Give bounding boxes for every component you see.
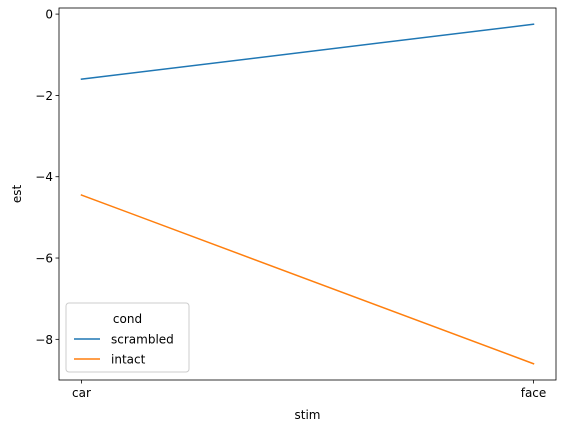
- x-axis-ticks: car face: [72, 380, 546, 400]
- y-tick-label-0: 0: [45, 8, 53, 22]
- legend-frame: [65, 302, 190, 373]
- legend-title: cond: [113, 312, 142, 326]
- y-tick-label-2: −4: [35, 170, 53, 184]
- x-axis-label: stim: [295, 408, 321, 422]
- legend-entries: scrambled intact: [74, 333, 174, 367]
- plot-frame: [58, 7, 557, 381]
- x-tick-label-face: face: [521, 386, 547, 400]
- y-tick-label-3: −6: [35, 252, 53, 266]
- legend: cond scrambled intact: [65, 302, 190, 373]
- series-line-intact: [80, 194, 535, 365]
- series-line-scrambled: [80, 23, 535, 80]
- series-layer: [80, 23, 535, 365]
- y-axis-ticks: 0 −2 −4 −6 −8: [35, 8, 59, 347]
- x-tick-label-car: car: [72, 386, 91, 400]
- legend-label-scrambled: scrambled: [111, 333, 174, 347]
- y-tick-label-4: −8: [35, 333, 53, 347]
- y-axis-label: est: [10, 185, 24, 204]
- legend-label-intact: intact: [111, 353, 146, 367]
- y-tick-label-1: −2: [35, 89, 53, 103]
